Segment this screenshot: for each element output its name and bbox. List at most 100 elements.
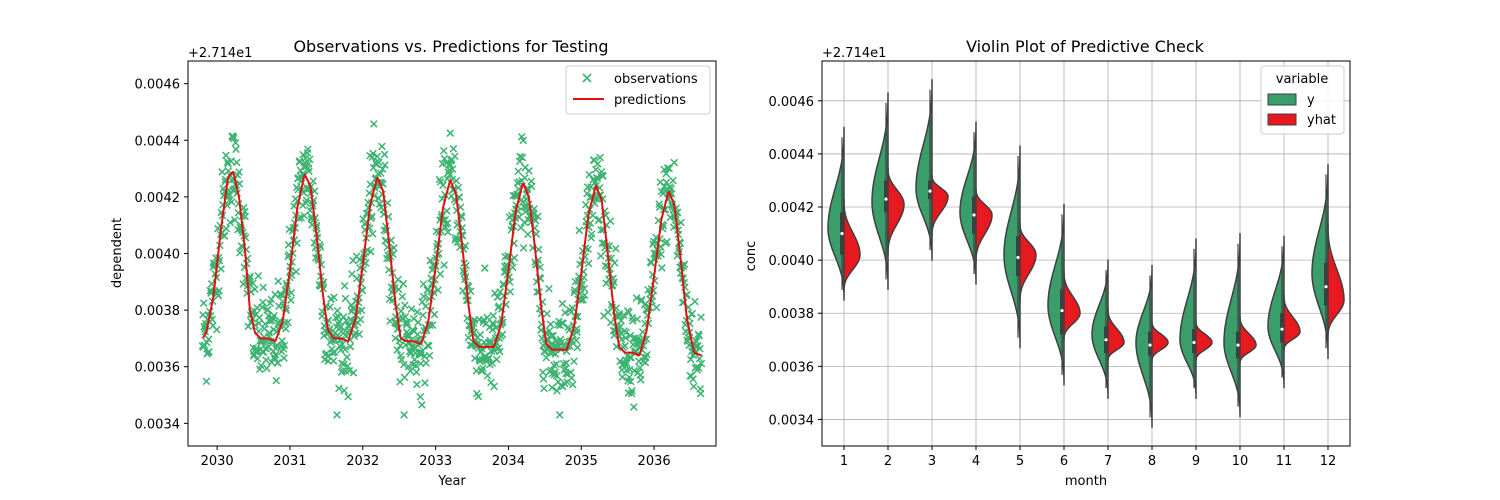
violin-median (840, 231, 844, 236)
observation-point (520, 203, 528, 211)
observation-point (534, 245, 543, 254)
observation-point (520, 174, 529, 182)
observation-point (448, 165, 457, 173)
observation-point (584, 259, 593, 268)
observation-point (568, 380, 577, 389)
observation-point (476, 330, 485, 339)
violin-median (928, 189, 932, 193)
observation-point (373, 152, 382, 161)
observation-point (618, 373, 627, 381)
observation-point (601, 261, 610, 270)
observation-point (417, 348, 426, 356)
observation-point (305, 167, 313, 176)
observation-point (510, 254, 519, 262)
observation-point (489, 319, 497, 327)
observation-point (452, 176, 461, 185)
chart1-legend: observations predictions (565, 65, 711, 115)
observation-point (421, 379, 429, 387)
observation-point (394, 275, 402, 284)
observation-point (380, 150, 389, 159)
observation-point (519, 136, 528, 145)
chart2-xtick-label: 11 (1276, 454, 1293, 469)
chart1-ytick-label: 0.0040 (135, 248, 181, 263)
observation-point (239, 280, 248, 288)
observation-point (407, 305, 416, 313)
observation-point (439, 181, 447, 190)
observation-point (584, 245, 592, 254)
observation-point (580, 284, 589, 293)
observation-point (519, 244, 528, 252)
observation-point (376, 169, 385, 178)
observation-point (593, 174, 602, 182)
chart1-xtick-label: 2033 (419, 454, 452, 469)
observation-point (696, 344, 704, 353)
observation-point (658, 264, 666, 272)
chart1-ytick-label: 0.0038 (135, 304, 181, 319)
observation-point (335, 384, 343, 393)
observation-point (626, 377, 635, 386)
observation-point (220, 232, 229, 240)
observation-point (328, 348, 337, 357)
chart2-frame (821, 60, 1351, 447)
observation-point (202, 377, 211, 386)
observation-point (649, 237, 658, 246)
observation-point (292, 267, 301, 276)
observation-point (414, 318, 422, 327)
observation-point (418, 401, 426, 409)
observation-point (677, 218, 685, 227)
observation-point (338, 340, 347, 349)
chart1-title: Observations vs. Predictions for Testing (293, 37, 608, 56)
violin-y-half (1223, 232, 1241, 418)
observation-point (232, 145, 240, 154)
observation-point (410, 355, 419, 364)
observation-point (403, 318, 412, 327)
chart1-xtick-label: 2032 (346, 454, 379, 469)
observation-point (479, 364, 487, 372)
observation-point (262, 364, 271, 373)
chart2-ytick-label: 0.0042 (769, 201, 815, 216)
observation-point (339, 313, 348, 321)
observation-point (697, 313, 705, 322)
observation-point (330, 293, 338, 302)
observation-point (345, 366, 354, 375)
observation-point (540, 384, 548, 393)
violin-median (1104, 338, 1108, 342)
violin-box (1324, 262, 1328, 306)
observation-point (409, 361, 417, 369)
chart1-xtick-label: 2030 (201, 454, 234, 469)
observation-point (368, 229, 377, 238)
observation-point (369, 149, 377, 158)
observation-point (343, 362, 352, 370)
observation-point (525, 167, 533, 175)
observation-point (517, 223, 525, 232)
observation-point (628, 386, 636, 395)
observation-point (481, 264, 489, 272)
observation-point (591, 165, 600, 174)
observation-point (527, 182, 536, 191)
observation-point (446, 129, 455, 137)
observation-point (443, 219, 452, 227)
chart2-xtick-label: 2 (884, 454, 892, 469)
chart2-ytick-label: 0.0040 (769, 254, 815, 269)
observation-point (531, 216, 540, 225)
observation-point (633, 315, 642, 324)
observation-point (428, 321, 437, 329)
legend-y-swatch (1267, 93, 1297, 106)
violin-y-half (915, 78, 933, 261)
observation-point (492, 355, 501, 364)
observation-point (393, 346, 402, 354)
observation-point (547, 332, 556, 340)
observation-point (442, 207, 451, 215)
observation-point (391, 334, 400, 342)
observation-point (227, 157, 235, 165)
violins (827, 78, 1345, 429)
observation-point (506, 287, 515, 296)
chart1-xtick-label: 2031 (273, 454, 306, 469)
observation-point (413, 380, 421, 389)
observation-point (422, 359, 430, 367)
violin-median (1324, 285, 1328, 289)
observation-point (278, 337, 286, 345)
observation-point (419, 311, 427, 320)
observation-point (570, 357, 578, 366)
observation-point (694, 364, 703, 372)
